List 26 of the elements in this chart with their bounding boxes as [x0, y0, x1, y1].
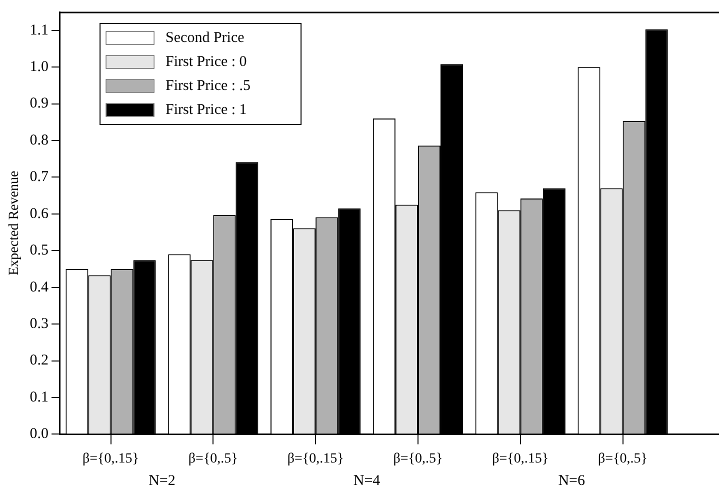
legend-label: Second Price	[166, 30, 245, 46]
y-tick-label: 0.7	[30, 169, 50, 186]
legend-label: First Price : 0	[166, 54, 247, 70]
x-tick-label: β={0,.5}	[598, 451, 648, 466]
y-tick-label: 0.1	[30, 389, 49, 406]
y-tick-label: 1.0	[30, 59, 49, 76]
x-tick-label: β={0,.5}	[393, 451, 443, 466]
y-tick-label: 0.8	[30, 132, 49, 148]
y-tick-label: 0.0	[30, 426, 49, 442]
y-tick-label: 0.3	[30, 316, 49, 332]
y-tick-label: 0.9	[30, 96, 49, 112]
y-tick-label: 0.4	[30, 279, 50, 296]
text: N=2	[148, 473, 176, 490]
text: N=6	[558, 473, 586, 490]
x-tick-label: β={0,.5}	[188, 451, 238, 466]
y-tick-label: 1.1	[30, 22, 49, 38]
x-tick-label: β={0,.15}	[82, 451, 139, 466]
legend-label: First Price : .5	[166, 78, 251, 94]
x-tick-label: β={0,.15}	[492, 451, 549, 466]
y-tick-label: 0.5	[30, 242, 49, 259]
y-tick-label: 0.2	[30, 352, 49, 369]
y-tick-label: 0.6	[30, 206, 50, 222]
x-tick-label: β={0,.15}	[287, 451, 344, 466]
legend-label: First Price : 1	[166, 102, 247, 118]
y-axis-title: Expected Revenue	[7, 170, 22, 276]
text: N=4	[353, 473, 381, 490]
